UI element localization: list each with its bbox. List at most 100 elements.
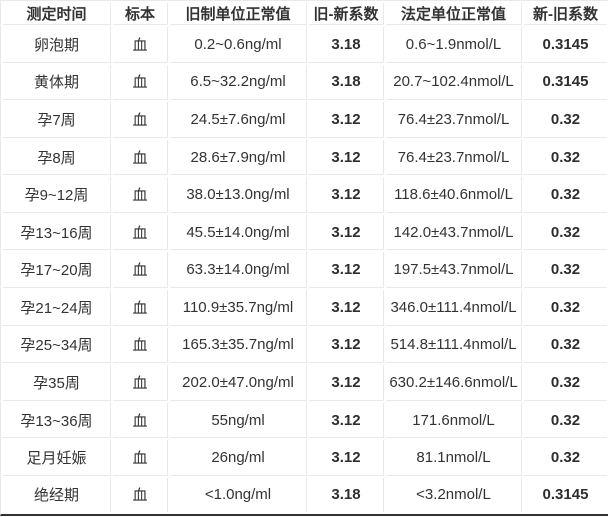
cell-old-to-new-coef: 3.12 xyxy=(309,252,384,289)
cell-measure-time: 孕13~36周 xyxy=(3,402,111,439)
cell-measure-time: 孕17~20周 xyxy=(3,252,111,289)
cell-specimen: 血 xyxy=(113,214,168,251)
cell-measure-time: 足月妊娠 xyxy=(3,440,111,476)
cell-old-unit-normal: 165.3±35.7ng/ml xyxy=(170,327,307,364)
table-row: 卵泡期血 0.2~0.6ng/ml 3.18 0.6~1.9nmol/L 0.3145 xyxy=(3,27,607,63)
cell-new-to-old-coef: 0.32 xyxy=(524,102,607,138)
cell-old-to-new-coef: 3.18 xyxy=(309,64,384,101)
cell-new-to-old-coef: 0.32 xyxy=(524,290,607,326)
cell-new-to-old-coef: 0.3145 xyxy=(524,27,607,63)
cell-legal-unit-normal: 20.7~102.4nmol/L xyxy=(386,64,522,101)
cell-specimen: 血 xyxy=(113,102,168,138)
cell-measure-time: 孕7周 xyxy=(3,102,111,138)
cell-legal-unit-normal: 197.5±43.7nmol/L xyxy=(386,252,522,289)
cell-legal-unit-normal: 346.0±111.4nmol/L xyxy=(386,290,522,326)
cell-new-to-old-coef: 0.32 xyxy=(524,440,607,476)
cell-old-unit-normal: 110.9±35.7ng/ml xyxy=(170,290,307,326)
cell-measure-time: 黄体期 xyxy=(3,64,111,101)
cell-new-to-old-coef: 0.32 xyxy=(524,328,607,364)
cell-specimen: 血 xyxy=(113,177,168,213)
cell-old-to-new-coef: 3.12 xyxy=(309,365,384,401)
cell-legal-unit-normal: 81.1nmol/L xyxy=(386,440,522,476)
cell-specimen: 血 xyxy=(113,327,168,364)
cell-specimen: 血 xyxy=(113,365,168,401)
cell-old-to-new-coef: 3.18 xyxy=(309,27,384,63)
cell-specimen: 血 xyxy=(113,440,168,476)
column-header-new-to-old-coef: 新-旧系数 xyxy=(524,3,607,25)
cell-new-to-old-coef: 0.32 xyxy=(524,215,607,251)
cell-legal-unit-normal: 142.0±43.7nmol/L xyxy=(386,214,522,251)
cell-old-unit-normal: <1.0ng/ml xyxy=(170,477,307,512)
column-header-old-to-new-coef: 旧-新系数 xyxy=(309,3,384,25)
cell-measure-time: 孕8周 xyxy=(3,139,111,176)
cell-old-to-new-coef: 3.12 xyxy=(309,177,384,213)
table-row: 孕8周血 28.6±7.9ng/ml 3.12 76.4±23.7nmol/L 0.32 xyxy=(3,139,607,176)
table-row: 绝经期血 <1.0ng/ml 3.18 <3.2nmol/L 0.3145 xyxy=(3,477,607,512)
table-header: 测定时间 标本 旧制单位正常值 旧-新系数 法定单位正常值 新-旧系数 xyxy=(3,3,607,25)
cell-old-to-new-coef: 3.12 xyxy=(309,440,384,476)
cell-legal-unit-normal: 171.6nmol/L xyxy=(386,402,522,439)
table-row: 孕17~20周血 63.3±14.0ng/ml 3.12 197.5±43.7nmol… xyxy=(3,252,607,289)
cell-old-unit-normal: 45.5±14.0ng/ml xyxy=(170,214,307,251)
cell-specimen: 血 xyxy=(113,290,168,326)
cell-measure-time: 卵泡期 xyxy=(3,27,111,63)
column-header-measure-time: 测定时间 xyxy=(3,3,111,25)
cell-legal-unit-normal: 76.4±23.7nmol/L xyxy=(386,139,522,176)
cell-measure-time: 孕13~16周 xyxy=(3,214,111,251)
cell-new-to-old-coef: 0.32 xyxy=(524,403,607,439)
cell-legal-unit-normal: 0.6~1.9nmol/L xyxy=(386,27,522,63)
cell-specimen: 血 xyxy=(113,252,168,289)
cell-legal-unit-normal: <3.2nmol/L xyxy=(386,477,522,512)
cell-old-unit-normal: 38.0±13.0ng/ml xyxy=(170,177,307,213)
cell-specimen: 血 xyxy=(113,27,168,63)
cell-old-unit-normal: 63.3±14.0ng/ml xyxy=(170,252,307,289)
cell-old-to-new-coef: 3.12 xyxy=(309,102,384,138)
cell-old-to-new-coef: 3.12 xyxy=(309,214,384,251)
table-row: 孕25~34周血 165.3±35.7ng/ml 3.12 514.8±111.4nm… xyxy=(3,327,607,364)
cell-legal-unit-normal: 630.2±146.6nmol/L xyxy=(386,365,522,401)
cell-new-to-old-coef: 0.3145 xyxy=(542,486,589,504)
table-row: 黄体期血 6.5~32.2ng/ml 3.18 20.7~102.4nmol/L 0.3… xyxy=(3,64,607,101)
cell-new-to-old-coef: 0.32 xyxy=(524,365,607,401)
cell-measure-time: 孕35周 xyxy=(3,365,111,401)
cell-legal-unit-normal: 514.8±111.4nmol/L xyxy=(386,327,522,364)
table-row: 孕35周血 202.0±47.0ng/ml 3.12 630.2±146.6nmol/… xyxy=(3,365,607,401)
cell-old-to-new-coef: 3.12 xyxy=(309,139,384,176)
cell-new-to-old-coef: 0.32 xyxy=(524,252,607,289)
cell-legal-unit-normal: 76.4±23.7nmol/L xyxy=(386,102,522,138)
cell-specimen: 血 xyxy=(113,402,168,439)
table-row: 足月妊娠血 26ng/ml 3.12 81.1nmol/L 0.32 xyxy=(3,440,607,476)
cell-new-to-old-coef: 0.3145 xyxy=(524,65,607,101)
cell-old-unit-normal: 6.5~32.2ng/ml xyxy=(170,64,307,101)
table-body: 卵泡期血 0.2~0.6ng/ml 3.18 0.6~1.9nmol/L 0.3145 黄… xyxy=(3,27,607,512)
cell-specimen: 血 xyxy=(113,477,168,512)
cell-measure-time: 绝经期 xyxy=(3,477,111,512)
cell-old-unit-normal: 26ng/ml xyxy=(170,440,307,476)
cell-specimen: 血 xyxy=(113,64,168,101)
table-row: 孕9~12周血 38.0±13.0ng/ml 3.12 118.6±40.6nmol/… xyxy=(3,177,607,213)
table-row: 孕13~36周血 55ng/ml 3.12 171.6nmol/L 0.32 xyxy=(3,402,607,439)
cell-old-unit-normal: 202.0±47.0ng/ml xyxy=(170,365,307,401)
cell-measure-time: 孕21~24周 xyxy=(3,290,111,326)
cell-new-to-old-coef: 0.32 xyxy=(524,177,607,213)
table-row: 孕13~16周血 45.5±14.0ng/ml 3.12 142.0±43.7nmol… xyxy=(3,214,607,251)
table-row: 孕7周血 24.5±7.6ng/ml 3.12 76.4±23.7nmol/L 0.32 xyxy=(3,102,607,138)
cell-old-to-new-coef: 3.12 xyxy=(309,402,384,439)
cell-old-unit-normal: 28.6±7.9ng/ml xyxy=(170,139,307,176)
cell-old-to-new-coef: 3.12 xyxy=(309,290,384,326)
header-row: 测定时间 标本 旧制单位正常值 旧-新系数 法定单位正常值 新-旧系数 xyxy=(3,3,607,25)
table-row: 孕21~24周血 110.9±35.7ng/ml 3.12 346.0±111.4nm… xyxy=(3,290,607,326)
column-header-specimen: 标本 xyxy=(113,3,168,25)
cell-old-to-new-coef: 3.12 xyxy=(309,327,384,364)
cell-new-to-old-coef: 0.32 xyxy=(524,140,607,176)
column-header-legal-unit-normal: 法定单位正常值 xyxy=(386,3,522,25)
column-header-old-unit-normal: 旧制单位正常值 xyxy=(170,3,307,25)
cell-old-unit-normal: 55ng/ml xyxy=(170,402,307,439)
cell-specimen: 血 xyxy=(113,139,168,176)
cell-old-unit-normal: 24.5±7.6ng/ml xyxy=(170,102,307,138)
cell-measure-time: 孕25~34周 xyxy=(3,327,111,364)
cell-old-unit-normal: 0.2~0.6ng/ml xyxy=(170,27,307,63)
cell-legal-unit-normal: 118.6±40.6nmol/L xyxy=(386,177,522,213)
cell-measure-time: 孕9~12周 xyxy=(3,177,111,213)
